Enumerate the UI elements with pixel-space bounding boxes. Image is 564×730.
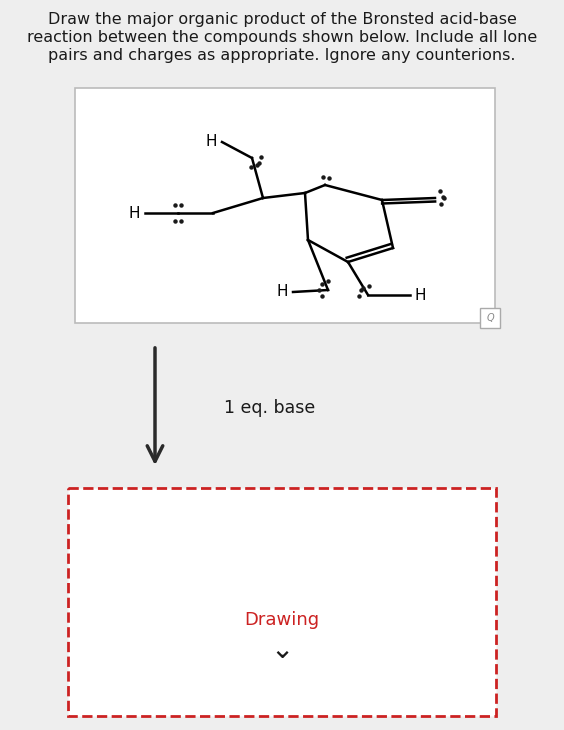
Text: Q: Q: [486, 313, 494, 323]
Text: H: H: [129, 206, 140, 220]
Text: Draw the major organic product of the Bronsted acid-base: Draw the major organic product of the Br…: [47, 12, 517, 27]
Text: reaction between the compounds shown below. Include all lone: reaction between the compounds shown bel…: [27, 30, 537, 45]
Bar: [68, 488, 496, 716]
Text: ⌄: ⌄: [270, 636, 294, 664]
Text: 1 eq. base: 1 eq. base: [224, 399, 316, 417]
Text: H: H: [205, 134, 217, 150]
Text: H: H: [276, 285, 288, 299]
Bar: [75, 88, 495, 323]
Text: pairs and charges as appropriate. Ignore any counterions.: pairs and charges as appropriate. Ignore…: [49, 48, 515, 63]
Text: H: H: [415, 288, 426, 302]
Bar: [480, 308, 500, 328]
Text: Drawing: Drawing: [244, 611, 320, 629]
